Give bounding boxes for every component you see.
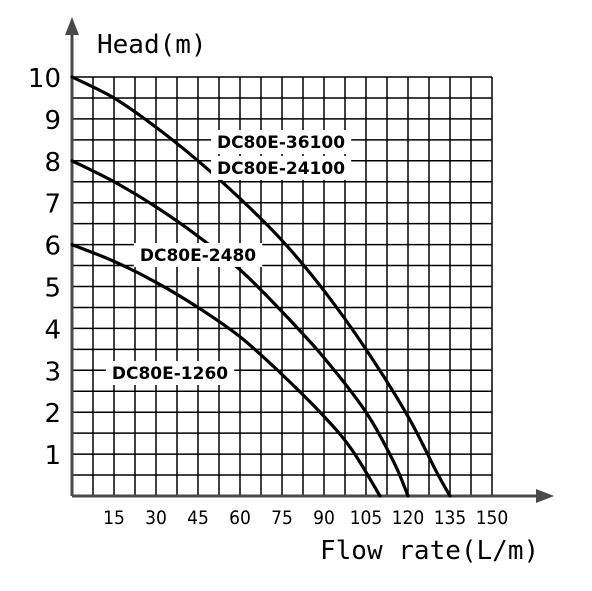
series-line-dc80e-36100: [70, 75, 452, 498]
series-label-text: DC80E-1260: [112, 364, 228, 384]
series-label-text: DC80E-2480: [140, 246, 256, 266]
series-label-dc80e-2480: DC80E-2480: [133, 243, 263, 267]
x-axis-arrow-icon: [536, 489, 554, 503]
series-label-background: [210, 130, 352, 154]
y-tick-label: 5: [44, 274, 61, 304]
y-tick-label: 2: [44, 399, 61, 429]
x-tick-label: 135: [434, 507, 467, 529]
y-tick-label: 1: [44, 441, 61, 471]
y-tick-label: 10: [28, 64, 61, 94]
series-label-text: DC80E-36100: [217, 133, 345, 153]
series-label-dc80e-1260: DC80E-1260: [105, 361, 235, 385]
x-tick-label: 45: [187, 507, 209, 529]
x-axis-title: Flow rate(L/m): [320, 536, 539, 566]
series-line-dc80e-24100: [70, 159, 410, 498]
series-label-text: DC80E-24100: [217, 159, 345, 179]
y-tick-label: 7: [44, 190, 61, 220]
x-tick-label: 150: [476, 507, 509, 529]
x-tick-label: 30: [145, 507, 167, 529]
y-tick-label: 8: [44, 148, 61, 178]
x-tick-label: 90: [313, 507, 335, 529]
chart-axes: [65, 17, 554, 503]
series-label-background: [210, 156, 352, 180]
x-tick-label: 60: [229, 507, 251, 529]
y-axis-title: Head(m): [97, 30, 207, 60]
series-label-dc80e-24100: DC80E-24100: [210, 156, 352, 180]
series-label-dc80e-36100: DC80E-36100: [210, 130, 352, 154]
x-tick-label: 75: [271, 507, 293, 529]
x-tick-label: 15: [103, 507, 125, 529]
y-tick-label: 3: [44, 357, 61, 387]
y-tick-label: 9: [44, 106, 61, 136]
series-curves: [70, 75, 452, 498]
y-tick-label: 4: [44, 315, 61, 345]
series-line-dc80e-2480: [70, 243, 382, 498]
y-tick-label: 6: [44, 232, 61, 262]
y-axis-arrow-icon: [65, 17, 79, 35]
x-tick-label: 120: [392, 507, 425, 529]
series-label-background: [105, 361, 235, 385]
x-tick-label: 105: [350, 507, 383, 529]
series-label-background: [133, 243, 263, 267]
